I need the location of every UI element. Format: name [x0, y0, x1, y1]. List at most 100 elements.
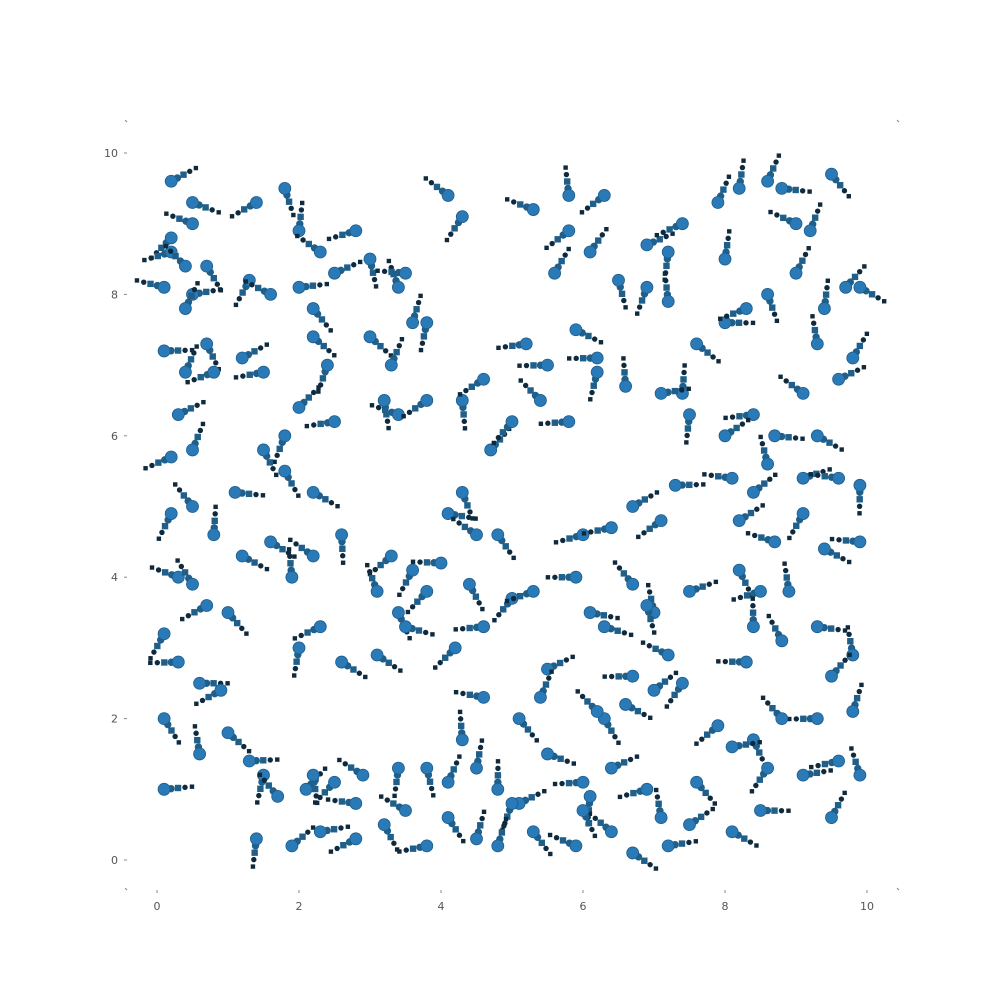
comet-point: [285, 825, 316, 853]
comet-trail-square: [295, 233, 300, 239]
comet-trail-square: [653, 787, 659, 793]
comet-trail-square: [702, 789, 709, 797]
comet-point: [683, 408, 696, 445]
comet-head: [377, 394, 391, 407]
comet-trail-square: [288, 480, 295, 487]
comet-trail-dot: [428, 179, 435, 186]
comet-point: [619, 356, 632, 393]
comet-head: [853, 478, 867, 492]
comet-trail-square: [504, 598, 510, 604]
comet-trail-dot: [648, 493, 654, 499]
comet-point: [853, 280, 887, 304]
comet-trail-square: [621, 369, 628, 376]
comet-trail-square: [392, 793, 397, 799]
comet-point: [379, 794, 412, 817]
comet-point: [818, 542, 852, 565]
comet-trail-square: [538, 839, 545, 847]
comet-trail-square: [656, 236, 663, 243]
comet-point: [306, 330, 337, 358]
comet-head: [640, 238, 654, 252]
comet-point: [605, 754, 640, 775]
comet-trail-square: [292, 554, 297, 559]
comet-trail-square: [457, 392, 463, 397]
y-tick-label: 4: [111, 571, 118, 584]
comet-point: [441, 811, 466, 844]
comet-trail-square: [741, 835, 748, 842]
comet-trail-square: [666, 226, 673, 233]
comet-trail-dot: [549, 240, 555, 247]
comet-head: [370, 648, 384, 662]
comet-trail-square: [680, 376, 687, 383]
comet-trail-square: [846, 194, 851, 199]
comet-trail-square: [783, 574, 790, 581]
comet-head: [335, 655, 349, 669]
comet-head: [846, 648, 860, 662]
comet-point: [335, 655, 368, 680]
comet-trail-dot: [739, 164, 746, 171]
comet-trail-square: [328, 328, 333, 333]
comet-trail-dot: [559, 780, 565, 787]
comet-trail-square: [847, 637, 854, 645]
comet-head: [491, 839, 505, 853]
comet-head: [434, 556, 448, 570]
comet-head: [477, 372, 491, 386]
comet-trail-dot: [236, 296, 242, 302]
comet-head: [228, 485, 242, 499]
comet-trail-dot: [313, 793, 319, 799]
comet-head: [605, 521, 618, 535]
comet-trail-square: [554, 236, 561, 243]
comet-trail-square: [716, 359, 721, 364]
comet-point: [778, 374, 810, 400]
comet-trail-dot: [371, 276, 378, 283]
comet-trail-dot: [476, 600, 482, 606]
comet-point: [640, 640, 675, 662]
comet-point: [178, 281, 200, 315]
comet-trail-square: [620, 759, 628, 766]
comet-point: [602, 669, 640, 683]
comet-point: [229, 196, 263, 219]
comet-trail-square: [817, 202, 823, 207]
comet-trail-dot: [170, 213, 176, 219]
comet-head: [832, 372, 845, 386]
comet-trail-square: [189, 347, 195, 353]
x-tick-label: 6: [580, 900, 587, 913]
comet-trail-square: [588, 397, 593, 402]
comet-trail-square: [492, 618, 497, 623]
comet-trail-square: [505, 197, 510, 202]
comet-head: [420, 584, 434, 598]
comet-trail-square: [736, 413, 743, 420]
comet-trail-square: [834, 802, 842, 809]
comet-trail-square: [276, 445, 283, 453]
comet-trail-dot: [668, 698, 674, 704]
comet-point: [491, 415, 519, 446]
comet-trail-dot: [496, 612, 502, 618]
comet-trail-dot: [838, 796, 845, 802]
comet-head: [661, 839, 675, 853]
comet-trail-dot: [699, 736, 705, 742]
comet-head: [761, 174, 774, 188]
comet-trail-square: [671, 387, 679, 395]
axis-corner-mark: [124, 887, 128, 891]
comet-point: [401, 394, 434, 419]
comet-point: [384, 336, 405, 372]
comet-point: [661, 271, 675, 308]
comet-head: [214, 683, 228, 697]
comet-point: [683, 806, 715, 832]
comet-trail-square: [589, 200, 597, 208]
comet-point: [285, 547, 299, 584]
comet-trail-square: [180, 616, 185, 622]
comet-trail-dot: [681, 369, 687, 376]
comet-trail-dot: [535, 791, 541, 797]
comet-head: [477, 690, 491, 704]
comet-trail-square: [756, 776, 763, 783]
comet-head: [676, 217, 689, 231]
comet-trail-square: [393, 778, 400, 786]
comet-trail-square: [684, 425, 692, 432]
comet-head: [384, 549, 398, 563]
comet-trail-square: [299, 833, 306, 840]
comet-point: [157, 344, 195, 358]
comet-trail-square: [279, 546, 286, 553]
comet-trail-dot: [199, 697, 206, 704]
comet-point: [363, 252, 379, 289]
